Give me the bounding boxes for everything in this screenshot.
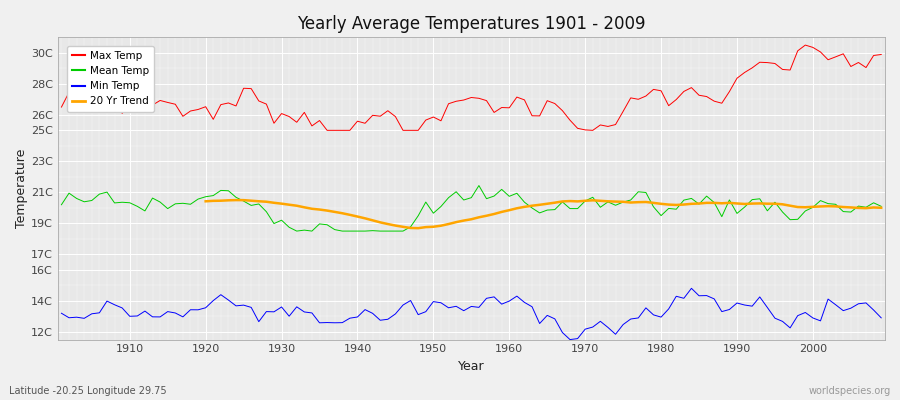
X-axis label: Year: Year (458, 360, 484, 373)
Text: worldspecies.org: worldspecies.org (809, 386, 891, 396)
Title: Yearly Average Temperatures 1901 - 2009: Yearly Average Temperatures 1901 - 2009 (297, 15, 645, 33)
Text: Latitude -20.25 Longitude 29.75: Latitude -20.25 Longitude 29.75 (9, 386, 166, 396)
Legend: Max Temp, Mean Temp, Min Temp, 20 Yr Trend: Max Temp, Mean Temp, Min Temp, 20 Yr Tre… (67, 46, 154, 112)
Y-axis label: Temperature: Temperature (15, 149, 28, 228)
